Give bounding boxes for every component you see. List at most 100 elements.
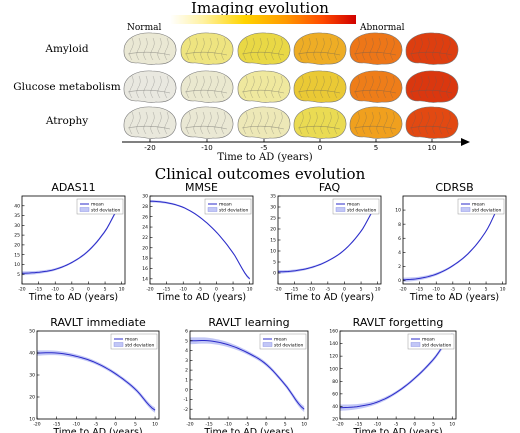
- chart-4: RAVLT immediate -20 -15 -10 -5 0 5 10 10 20 30 40 50…: [29, 316, 160, 433]
- y-tick-label: 15: [270, 238, 276, 244]
- row-label-atrophy: Atrophy: [45, 115, 89, 127]
- y-tick-label: 10: [29, 417, 35, 423]
- legend-std: std deviation: [219, 208, 248, 214]
- y-tick-label: 50: [29, 329, 35, 335]
- x-tick-label: 10: [375, 287, 381, 293]
- x-tick-label: -5: [451, 287, 456, 293]
- brain-2-0: [123, 106, 177, 139]
- y-tick-label: 22: [142, 235, 148, 241]
- y-tick-label: 0: [273, 271, 276, 277]
- legend-mean: mean: [91, 203, 104, 208]
- x-tick-label: 0: [468, 287, 471, 293]
- y-tick-label: 24: [142, 225, 148, 231]
- x-tick-label: -5: [326, 287, 331, 293]
- imaging-axis-arrowhead: [461, 138, 470, 146]
- x-tick-label: 5: [232, 287, 235, 293]
- y-tick-label: 2: [398, 264, 401, 270]
- std-band: [37, 350, 156, 413]
- chart-5: RAVLT learning-20 -15 -10 -5 0 5 10-2-10123456…: [184, 316, 309, 433]
- x-tick-label: 10: [449, 422, 455, 428]
- x-tick-label: -10: [180, 287, 187, 293]
- row-label-amyloid: Amyloid: [45, 43, 89, 55]
- chart-title: RAVLT forgetting: [353, 316, 444, 329]
- x-tick-label: 10: [247, 287, 253, 293]
- x-tick-label: -10: [308, 287, 315, 293]
- x-tick-label: 5: [432, 422, 435, 428]
- x-tick-label: -15: [291, 287, 298, 293]
- x-tick-label: 0: [343, 287, 346, 293]
- colorbar-high-label: Abnormal: [360, 23, 405, 33]
- x-tick-label: 10: [119, 287, 125, 293]
- y-tick-label: 3: [185, 358, 188, 364]
- clinical-title: Clinical outcomes evolution: [154, 165, 366, 183]
- x-tick-label: 5: [104, 287, 107, 293]
- brain-1-2: [237, 70, 291, 103]
- row-label-glucose: Glucose metabolism: [13, 81, 121, 93]
- y-tick-label: 20: [14, 242, 20, 248]
- brain-1-0: [123, 70, 177, 103]
- brain-2-4: [349, 106, 403, 139]
- imaging-title: Imaging evolution: [191, 0, 329, 17]
- brain-1-1: [180, 70, 234, 103]
- x-tick-label: -15: [205, 422, 212, 428]
- x-tick-label: 0: [265, 422, 268, 428]
- brain-0-3: [293, 32, 347, 65]
- y-tick-label: 4: [185, 348, 188, 354]
- x-tick-label: 5: [360, 287, 363, 293]
- imaging-tick-3: 0: [317, 144, 323, 152]
- mean-line: [277, 204, 379, 273]
- y-tick-label: 25: [270, 216, 276, 222]
- colorbar-low-label: Normal: [127, 23, 162, 33]
- imaging-tick-1: -10: [201, 144, 213, 152]
- y-tick-label: 40: [332, 404, 338, 410]
- y-tick-label: 6: [398, 236, 401, 242]
- x-tick-label: -15: [416, 287, 423, 293]
- y-tick-label: 60: [332, 391, 338, 397]
- imaging-axis-label: Time to AD (years): [217, 152, 313, 163]
- y-tick-label: 160: [329, 329, 338, 335]
- brain-0-2: [237, 32, 291, 65]
- mean-line: [402, 200, 504, 281]
- x-axis-label: Time to AD (years): [52, 427, 142, 433]
- legend-mean: mean: [219, 203, 232, 208]
- y-tick-label: 10: [14, 262, 20, 268]
- y-tick-label: 25: [14, 233, 20, 239]
- x-tick-label: 5: [134, 422, 137, 428]
- x-tick-label: -5: [94, 422, 99, 428]
- x-tick-label: 10: [500, 287, 506, 293]
- y-tick-label: 5: [273, 260, 276, 266]
- y-tick-label: 10: [270, 249, 276, 255]
- mean-line: [149, 200, 251, 280]
- x-axis-label: Time to AD (years): [352, 427, 442, 433]
- legend-std: std deviation: [347, 208, 376, 214]
- y-tick-label: 0: [398, 278, 401, 284]
- y-tick-label: 120: [329, 354, 338, 360]
- chart-1: MMSE -20 -15 -10 -5 0 5 10 14 16 18 20 22 24 26 28 30 Tim…: [142, 181, 254, 303]
- x-tick-label: -10: [374, 422, 381, 428]
- x-axis-label: Time to AD (years): [284, 292, 374, 303]
- chart-title: MMSE: [185, 181, 218, 194]
- x-tick-label: 0: [215, 287, 218, 293]
- y-tick-label: 10: [395, 208, 401, 214]
- y-tick-label: 16: [142, 266, 148, 272]
- y-tick-label: 18: [142, 256, 148, 262]
- imaging-tick-5: 10: [427, 144, 437, 152]
- x-axis-label: Time to AD (years): [28, 292, 118, 303]
- legend-mean: mean: [274, 338, 287, 343]
- x-tick-label: -5: [245, 422, 250, 428]
- plot-frame: [339, 330, 457, 420]
- brain-1-4: [349, 70, 403, 103]
- legend-std: std deviation: [422, 343, 451, 349]
- colorbar: [170, 15, 356, 24]
- legend-std: std deviation: [472, 208, 501, 214]
- x-tick-label: -15: [163, 287, 170, 293]
- y-tick-label: 15: [14, 252, 20, 258]
- x-tick-label: 0: [114, 422, 117, 428]
- x-tick-label: -15: [355, 422, 362, 428]
- x-tick-label: -10: [73, 422, 80, 428]
- brain-1-5: [405, 70, 459, 103]
